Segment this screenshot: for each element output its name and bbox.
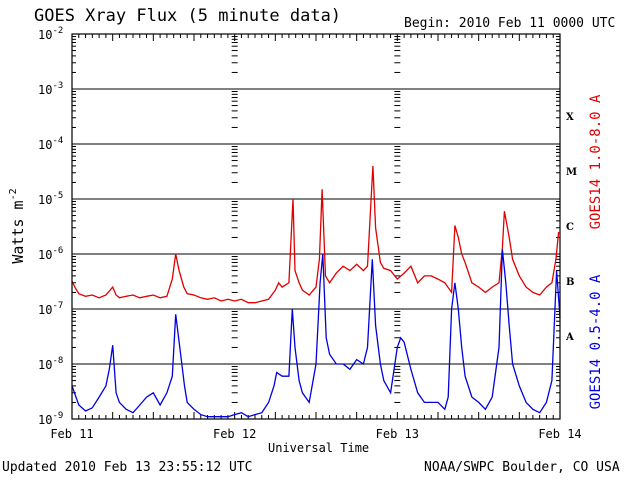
series-legend-label: GOES14 1.0-8.0 A (588, 94, 604, 229)
y-tick-label: 10-6 (38, 246, 63, 262)
y-tick-label: 10-8 (38, 356, 63, 372)
y-tick-label: 10-4 (38, 136, 63, 152)
series-legend-label: GOES14 0.5-4.0 A (588, 274, 604, 409)
flare-class-label: A (565, 332, 574, 343)
x-tick-label: Feb 13 (376, 427, 419, 441)
y-tick-label: 10-9 (38, 411, 63, 427)
flare-class-label: C (566, 222, 574, 233)
y-tick-label: 10-2 (38, 26, 63, 42)
y-axis-label: Watts m-2 (8, 188, 27, 263)
x-tick-label: Feb 11 (50, 427, 93, 441)
plot-frame (71, 33, 561, 420)
begin-time: Begin: 2010 Feb 11 0000 UTC (404, 16, 616, 31)
y-tick-label: 10-3 (38, 81, 63, 97)
flare-class-label: X (566, 112, 574, 123)
flare-class-label: B (566, 277, 574, 288)
x-axis-label: Universal Time (268, 441, 370, 455)
credit-text: NOAA/SWPC Boulder, CO USA (424, 460, 620, 475)
series-line-short (71, 249, 561, 418)
updated-timestamp: Updated 2010 Feb 13 23:55:12 UTC (2, 460, 253, 475)
series-line-long (71, 165, 560, 304)
flare-class-label: M (566, 167, 577, 178)
y-tick-label: 10-7 (38, 301, 63, 317)
y-tick-label: 10-5 (38, 191, 63, 207)
chart-title: GOES Xray Flux (5 minute data) (34, 6, 342, 26)
x-tick-label: Feb 12 (213, 427, 256, 441)
x-tick-label: Feb 14 (538, 427, 581, 441)
